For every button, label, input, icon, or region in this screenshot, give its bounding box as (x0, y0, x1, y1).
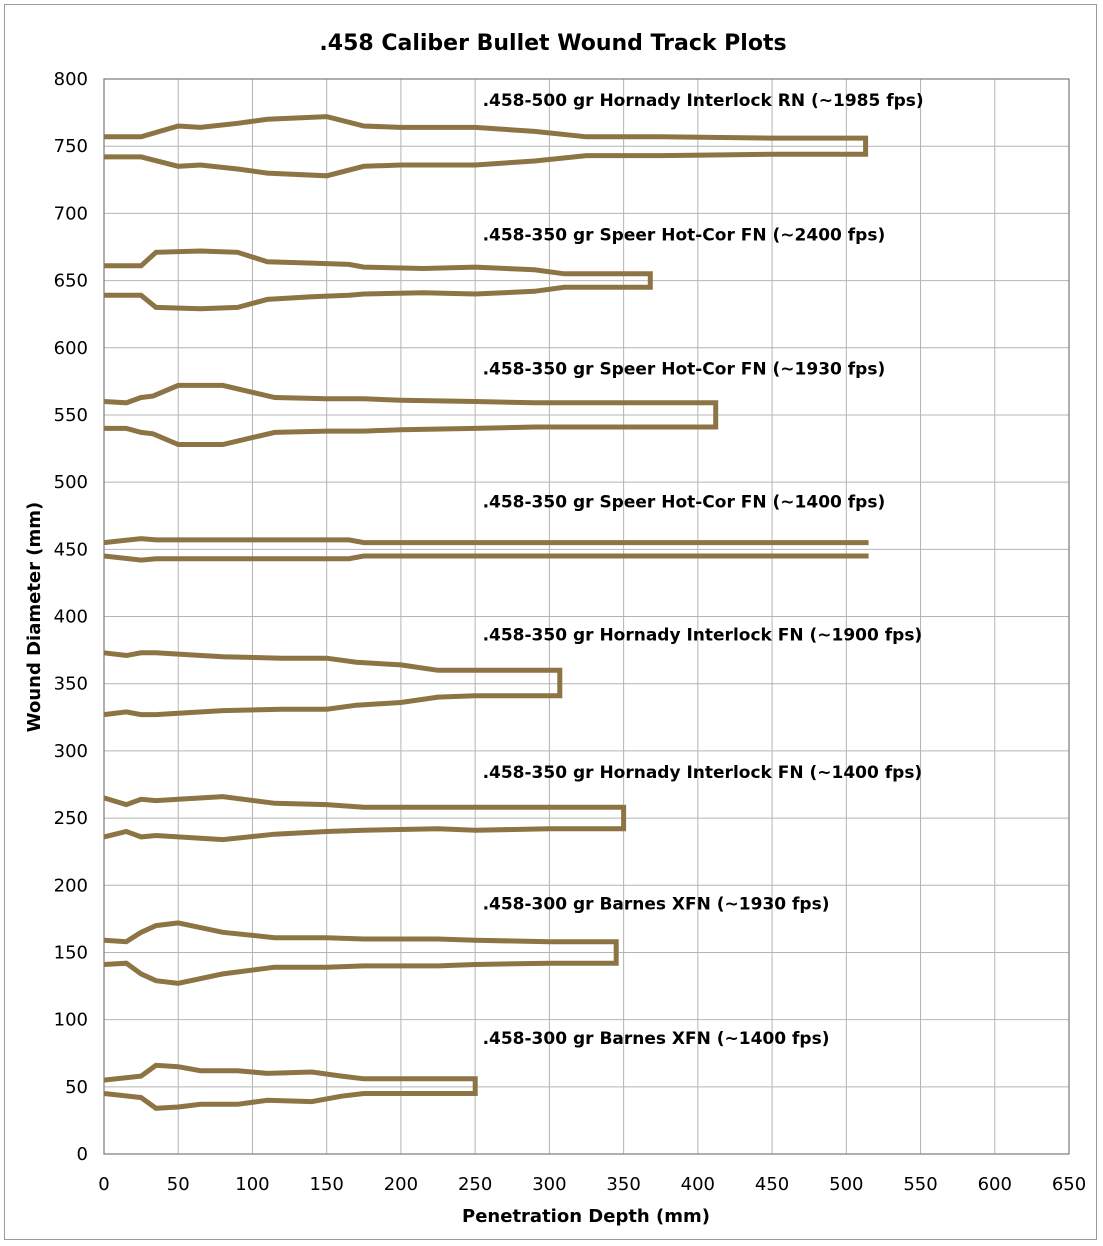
x-tick-label-350: 350 (606, 1174, 640, 1195)
y-tick-label-750: 750 (54, 136, 88, 157)
x-tick-labels: 0 50 100 150 200 250 300 350 400 450 500 550 600 650 (98, 1174, 1086, 1195)
y-tick-label-550: 550 (54, 405, 88, 426)
y-axis-title: Wound Diameter (mm) (24, 502, 45, 733)
x-tick-label-50: 50 (167, 1174, 190, 1195)
wound-track-2 (104, 248, 653, 312)
x-tick-label-450: 450 (755, 1174, 789, 1195)
plot-area (103, 78, 1070, 1155)
grid-lines (103, 78, 1070, 1155)
y-tick-label-450: 450 (54, 539, 88, 560)
x-tick-label-400: 400 (681, 1174, 715, 1195)
series-label-2: .458-350 gr Speer Hot-Cor FN (~2400 fps) (483, 225, 886, 245)
x-tick-label-200: 200 (384, 1174, 418, 1195)
x-tick-label-600: 600 (978, 1174, 1012, 1195)
y-tick-label-600: 600 (54, 338, 88, 359)
y-tick-label-50: 50 (65, 1077, 88, 1098)
y-tick-label-800: 800 (54, 69, 88, 90)
x-tick-label-650: 650 (1052, 1174, 1086, 1195)
x-tick-label-500: 500 (829, 1174, 863, 1195)
x-tick-label-0: 0 (98, 1174, 109, 1195)
wound-track-5 (103, 650, 563, 718)
wound-track-8 (103, 1062, 478, 1111)
y-tick-label-350: 350 (54, 674, 88, 695)
series-label-3: .458-350 gr Speer Hot-Cor FN (~1930 fps) (483, 360, 886, 380)
y-tick-label-400: 400 (54, 607, 88, 628)
series-label-1: .458-500 gr Hornady Interlock RN (~1985 … (483, 91, 924, 111)
y-tick-label-300: 300 (54, 741, 88, 762)
wound-track-3 (103, 382, 719, 447)
series-label-8: .458-300 gr Barnes XFN (~1400 fps) (483, 1029, 830, 1049)
series-label-5: .458-350 gr Hornady Interlock FN (~1900 … (483, 626, 923, 646)
series-label-6: .458-350 gr Hornady Interlock FN (~1400 … (483, 763, 923, 783)
x-tick-label-100: 100 (235, 1174, 269, 1195)
x-tick-label-150: 150 (310, 1174, 344, 1195)
x-tick-label-550: 550 (903, 1174, 937, 1195)
x-tick-label-300: 300 (532, 1174, 566, 1195)
wound-track-7 (103, 920, 619, 986)
x-axis-title: Penetration Depth (mm) (462, 1206, 710, 1227)
x-tick-label-250: 250 (458, 1174, 492, 1195)
y-tick-label-150: 150 (54, 942, 88, 963)
wound-track-4-lower (103, 553, 869, 563)
wound-tracks (103, 114, 869, 1111)
wound-track-1 (104, 114, 869, 179)
wound-track-6 (103, 794, 627, 843)
series-label-4: .458-350 gr Speer Hot-Cor FN (~1400 fps) (483, 493, 886, 513)
y-tick-label-0: 0 (77, 1144, 88, 1165)
y-tick-label-200: 200 (54, 875, 88, 896)
y-tick-label-500: 500 (54, 472, 88, 493)
wound-track-4 (103, 536, 869, 546)
series-label-7: .458-300 gr Barnes XFN (~1930 fps) (483, 894, 830, 914)
chart-title: .458 Caliber Bullet Wound Track Plots (319, 31, 786, 56)
y-tick-label-250: 250 (54, 808, 88, 829)
y-tick-label-700: 700 (54, 203, 88, 224)
chart-frame (4, 4, 1097, 1240)
y-tick-labels: 0 50 100 150 200 250 300 350 400 450 500 550 600 650 7… (54, 69, 88, 1165)
series-labels: .458-500 gr Hornady Interlock RN (~1985 … (483, 91, 924, 1049)
y-tick-label-650: 650 (54, 271, 88, 292)
y-tick-label-100: 100 (54, 1010, 88, 1031)
